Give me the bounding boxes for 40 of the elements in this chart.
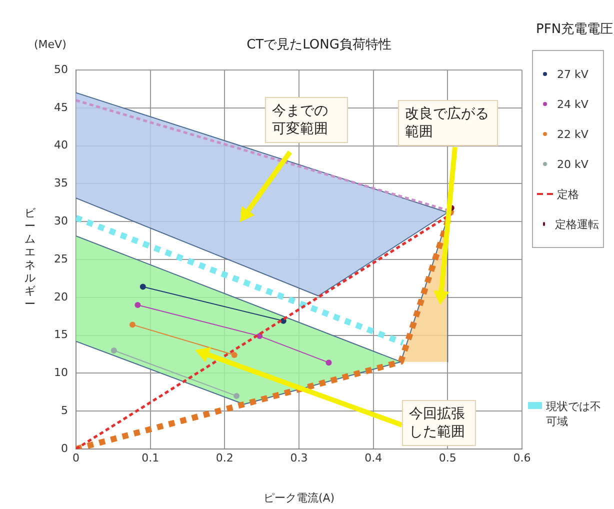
legend-label: 27 kV bbox=[557, 68, 588, 80]
y-tick-label: 50 bbox=[54, 62, 68, 76]
y-tick-label: 5 bbox=[61, 404, 68, 417]
annotation: 今回拡張した範囲 bbox=[402, 400, 476, 446]
legend-label: 22 kV bbox=[557, 128, 588, 140]
y-tick-label: 30 bbox=[54, 214, 68, 228]
x-tick-label: 0 bbox=[72, 451, 80, 464]
chart-title: CTで見たLONG負荷特性 bbox=[246, 37, 392, 52]
legend-label: 現状では不可域 bbox=[546, 399, 602, 429]
legend-label: 24 kV bbox=[557, 98, 588, 110]
y-tick-label: 20 bbox=[54, 290, 68, 304]
x-tick-label: 0.5 bbox=[438, 451, 456, 464]
y-tick-label: 10 bbox=[54, 366, 68, 380]
annotation: 改良で広がる範囲 bbox=[398, 100, 498, 146]
x-tick-label: 0.3 bbox=[290, 451, 308, 464]
y-tick-label: 15 bbox=[54, 328, 68, 342]
point bbox=[326, 360, 332, 366]
text: (MeV) bbox=[34, 38, 66, 51]
point bbox=[234, 392, 240, 399]
point bbox=[129, 322, 136, 328]
x-tick-label: 0.1 bbox=[142, 451, 160, 464]
x-tick-label: 0.2 bbox=[216, 451, 234, 464]
y-tick-label: 25 bbox=[54, 252, 68, 266]
point bbox=[110, 347, 117, 354]
y-tick-label: 45 bbox=[54, 100, 68, 114]
y-tick-label: 0 bbox=[61, 442, 68, 455]
legend-label: 20 kV bbox=[557, 158, 588, 170]
y-axis-title: ビームエネルギー bbox=[24, 206, 36, 310]
legend-title: PFN充電電圧 bbox=[536, 21, 614, 38]
legend-label: 定格 bbox=[557, 186, 579, 202]
point bbox=[134, 302, 141, 308]
x-axis-title: ピーク電流(A) bbox=[263, 491, 335, 504]
annotation: 今までの可変範囲 bbox=[265, 97, 348, 143]
point bbox=[231, 352, 238, 358]
x-tick-label: 0.6 bbox=[513, 451, 531, 464]
point bbox=[140, 284, 146, 290]
legend-label: 定格運転 bbox=[555, 216, 599, 232]
y-tick-label: 35 bbox=[54, 176, 68, 190]
y-tick-label: 40 bbox=[54, 138, 68, 152]
x-tick-label: 0.4 bbox=[364, 451, 382, 464]
